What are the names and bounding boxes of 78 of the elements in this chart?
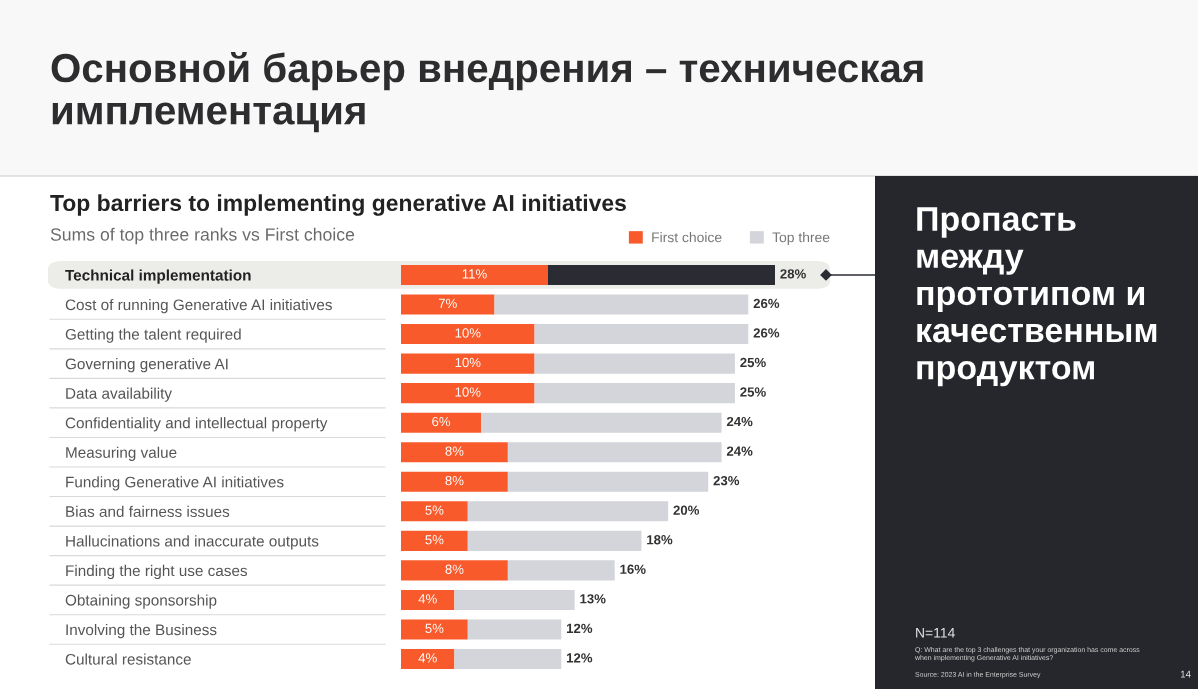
y-tick-label: Confidentiality and intellectual property — [65, 417, 328, 432]
total-label: 26% — [753, 328, 780, 338]
bar — [401, 501, 468, 522]
y-tick-label: Technical implementation — [65, 269, 251, 284]
total-label: 24% — [726, 416, 753, 427]
legend-label: Top three — [772, 232, 830, 245]
data-label: 7% — [438, 298, 457, 308]
y-tick-label: Data availability — [66, 387, 172, 402]
data-label: 8% — [445, 446, 464, 456]
bar — [534, 324, 749, 345]
total-label: 13% — [580, 594, 606, 604]
chart-title: Top barriers to implementing generative AI initiatives — [50, 194, 626, 216]
data-label: 6% — [432, 416, 451, 427]
total-label: 25% — [740, 357, 766, 368]
y-tick-label: Finding the right use cases — [66, 564, 248, 580]
y-tick-label: Funding Generative AI initiatives — [66, 476, 284, 491]
bar — [401, 471, 508, 492]
text: N=114 — [916, 628, 955, 638]
bar — [401, 560, 508, 581]
y-tick-label: Bias and fairness issues — [66, 505, 230, 517]
data-label: 10% — [455, 328, 481, 338]
total-label: 23% — [713, 475, 740, 486]
text: Основной барьер внедрения – техническая имплементация — [51, 52, 923, 133]
y-tick-label: Obtaining sponsorship — [65, 594, 217, 609]
data-label: 5% — [425, 535, 444, 545]
total-label: 26% — [753, 298, 780, 309]
text: Пропасть между прототипом и качественным продуктом — [917, 207, 1157, 387]
bar — [454, 648, 562, 670]
total-label: 12% — [566, 623, 593, 633]
legend-label: First choice — [652, 232, 722, 243]
bar — [401, 324, 535, 345]
data-label: 5% — [425, 505, 444, 515]
data-label: 4% — [418, 594, 437, 604]
bar — [534, 383, 735, 404]
bar — [401, 353, 535, 374]
bar — [494, 294, 749, 315]
y-tick-label: Measuring value — [66, 446, 177, 461]
bar — [467, 501, 669, 522]
bar — [401, 412, 482, 433]
total-label: 12% — [566, 653, 593, 663]
bar — [467, 530, 642, 551]
bar — [547, 264, 775, 286]
bar — [401, 648, 455, 670]
bar — [401, 383, 535, 404]
total-label: 24% — [726, 446, 753, 456]
bar — [467, 619, 562, 640]
text: Sums of top three ranks vs First choice — [50, 227, 355, 245]
y-tick-label: Cost of running Generative AI initiatives — [65, 298, 332, 314]
bar — [454, 589, 575, 610]
bar — [401, 589, 455, 610]
data-label: 8% — [445, 475, 464, 486]
data-label: 8% — [445, 564, 464, 574]
bar — [507, 560, 615, 581]
data-label: 5% — [425, 623, 444, 634]
y-tick-label: Cultural resistance — [65, 653, 191, 665]
bar — [401, 530, 468, 551]
data-label: 10% — [455, 357, 481, 368]
total-label: 18% — [647, 535, 673, 545]
text: 14 — [1180, 670, 1191, 678]
bar — [401, 294, 495, 315]
total-label: 16% — [620, 564, 646, 574]
data-label: 11% — [462, 269, 487, 279]
bar — [507, 442, 722, 463]
y-tick-label: Governing generative AI — [65, 358, 228, 373]
bar — [481, 412, 722, 433]
bar — [401, 619, 468, 640]
data-label: 10% — [455, 387, 481, 397]
bar — [534, 353, 735, 374]
bar — [507, 471, 709, 492]
total-label: 25% — [740, 387, 766, 397]
data-label: 4% — [418, 653, 437, 663]
bar — [401, 442, 508, 463]
bar — [401, 264, 548, 286]
total-label: 20% — [673, 505, 700, 515]
y-tick-label: Involving the Business — [66, 623, 217, 639]
y-tick-label: Hallucinations and inaccurate outputs — [66, 535, 319, 550]
y-tick-label: Getting the talent required — [65, 328, 241, 343]
total-label: 28% — [780, 269, 806, 279]
